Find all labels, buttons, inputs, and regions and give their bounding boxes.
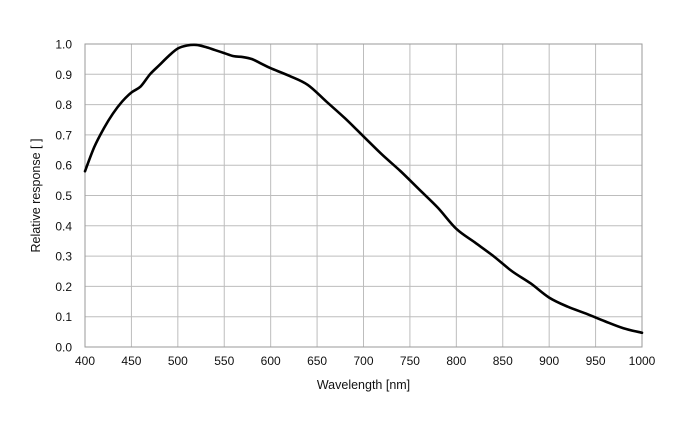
x-tick-label: 800: [446, 354, 466, 368]
x-tick-label: 850: [493, 354, 513, 368]
x-axis-tick-labels: 400 450 500 550 600 650 700 750 800 850 900 950 1000: [75, 354, 656, 368]
x-tick-label: 750: [400, 354, 420, 368]
x-tick-label: 550: [214, 354, 234, 368]
y-tick-label: 0.4: [55, 219, 72, 233]
plot-area-border: [84, 43, 643, 348]
y-tick-label: 0.3: [55, 250, 72, 264]
y-tick-label: 0.9: [55, 68, 72, 82]
x-tick-label: 950: [586, 354, 606, 368]
x-tick-label: 1000: [629, 354, 656, 368]
x-axis-title: Wavelength [nm]: [317, 378, 410, 392]
y-tick-label: 0.0: [55, 341, 72, 355]
y-tick-label: 0.7: [55, 128, 72, 142]
y-axis-tick-labels: 0.0 0.1 0.2 0.3 0.4 0.5 0.6 0.7 0.8 0.9 1.0: [55, 38, 72, 355]
x-tick-label: 400: [75, 354, 95, 368]
x-tick-label: 450: [121, 354, 141, 368]
y-tick-label: 0.5: [55, 189, 72, 203]
series-layer: [83, 43, 644, 335]
y-axis-title: Relative response [ ]: [29, 139, 43, 253]
y-tick-label: 0.2: [55, 280, 72, 294]
y-tick-label: 0.8: [55, 98, 72, 112]
x-tick-label: 700: [353, 354, 373, 368]
x-tick-label: 900: [539, 354, 559, 368]
y-tick-label: 1.0: [55, 38, 72, 52]
x-tick-label: 500: [168, 354, 188, 368]
x-tick-label: 600: [261, 354, 281, 368]
y-tick-label: 0.1: [55, 310, 72, 324]
y-tick-label: 0.6: [55, 159, 72, 173]
x-tick-label: 650: [307, 354, 327, 368]
series-line-relative-response: [83, 43, 644, 335]
